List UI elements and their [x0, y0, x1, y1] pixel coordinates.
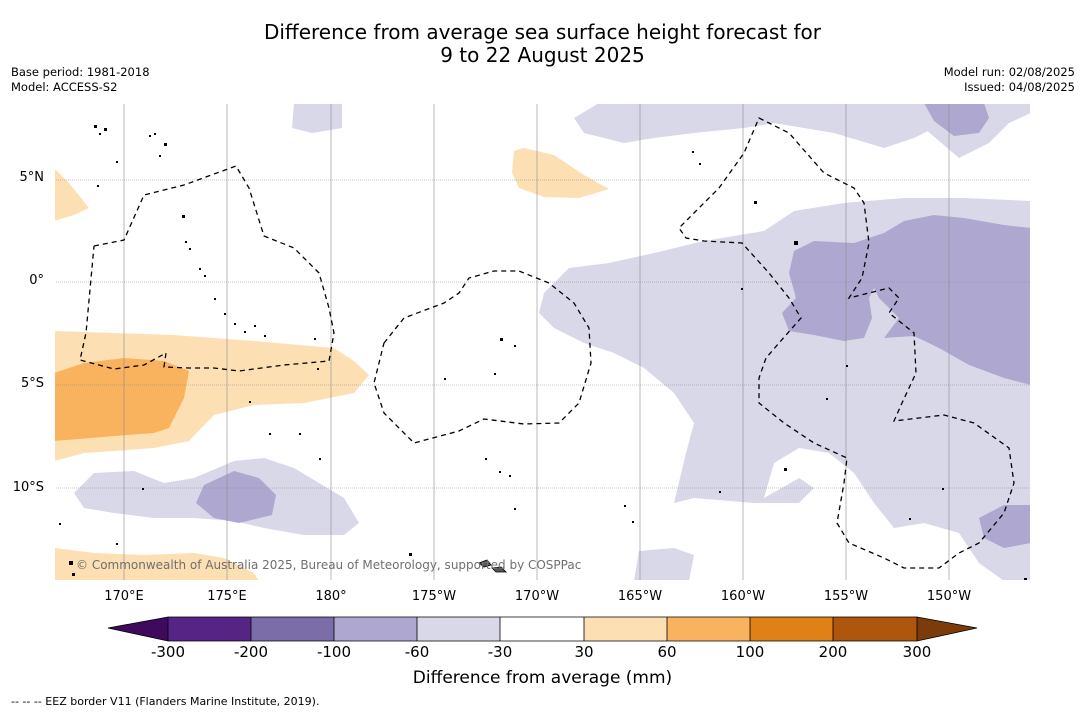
colorbar-tick: -300: [150, 643, 186, 661]
base-period: Base period: 1981-2018: [11, 65, 150, 79]
lon-label-180: 180°: [315, 589, 347, 604]
colorbar-tick: 100: [735, 643, 765, 661]
lon-label-155w: 155°W: [823, 589, 869, 604]
eez-borders: [79, 117, 1015, 569]
lon-label-170e: 170°E: [104, 589, 144, 604]
lat-label-5n: 5°N: [19, 170, 45, 185]
colorbar-tick: -60: [404, 643, 430, 661]
colorbar-tick: -200: [233, 643, 269, 661]
colorbar-tick: -30: [487, 643, 513, 661]
lat-label-10s: 10°S: [12, 480, 44, 495]
lat-label-0: 0°: [29, 273, 44, 288]
anomaly-fill-medium-negative: [196, 103, 1031, 548]
colorbar-segment: [750, 617, 833, 641]
meta-left: Base period: 1981-2018 Model: ACCESS-S2: [11, 65, 150, 95]
colorbar-tick: 300: [902, 643, 932, 661]
sea-height-map: [54, 103, 1031, 581]
colorbar-segment: [251, 617, 334, 641]
colorbar-segment: [584, 617, 667, 641]
lon-label-175e: 175°E: [207, 589, 247, 604]
colorbar-segment: [500, 617, 584, 641]
anomaly-fill-medium-positive: [54, 358, 189, 441]
lon-label-150w: 150°W: [926, 589, 972, 604]
lon-label-160w: 160°W: [720, 589, 766, 604]
colorbar-segment: [168, 617, 251, 641]
lon-label-165w: 165°W: [617, 589, 663, 604]
lon-label-170w: 170°W: [514, 589, 560, 604]
meta-right: Model run: 02/08/2025 Issued: 04/08/2025: [944, 65, 1075, 95]
eez-footnote: -- -- -- EEZ border V11 (Flanders Marine…: [11, 695, 320, 708]
colorbar: [107, 616, 978, 642]
colorbar-arrow-high: [917, 617, 977, 641]
model-name: Model: ACCESS-S2: [11, 80, 118, 94]
colorbar-segment: [417, 617, 500, 641]
lon-label-175w: 175°W: [411, 589, 457, 604]
islands: [59, 125, 1027, 581]
samoa-islands: [478, 559, 507, 573]
model-run: Model run: 02/08/2025: [943, 65, 1075, 79]
colorbar-tick: 30: [574, 643, 594, 661]
title-line-2: 9 to 22 August 2025: [440, 43, 645, 67]
colorbar-segment: [334, 617, 417, 641]
lat-label-5s: 5°S: [20, 376, 44, 391]
colorbar-tick: 60: [657, 643, 677, 661]
colorbar-tick: -100: [316, 643, 352, 661]
colorbar-segment: [833, 617, 917, 641]
copyright-notice: © Commonwealth of Australia 2025, Bureau…: [76, 558, 582, 572]
title-line-1: Difference from average sea surface heig…: [263, 20, 822, 44]
colorbar-arrow-low: [108, 617, 168, 641]
meridians: [123, 103, 950, 581]
issued-date: Issued: 04/08/2025: [964, 80, 1075, 94]
map-title: Difference from average sea surface heig…: [0, 21, 1085, 67]
colorbar-label: Difference from average (mm): [412, 668, 673, 688]
colorbar-segment: [667, 617, 750, 641]
colorbar-tick: 200: [818, 643, 848, 661]
graticule: [54, 179, 1031, 489]
